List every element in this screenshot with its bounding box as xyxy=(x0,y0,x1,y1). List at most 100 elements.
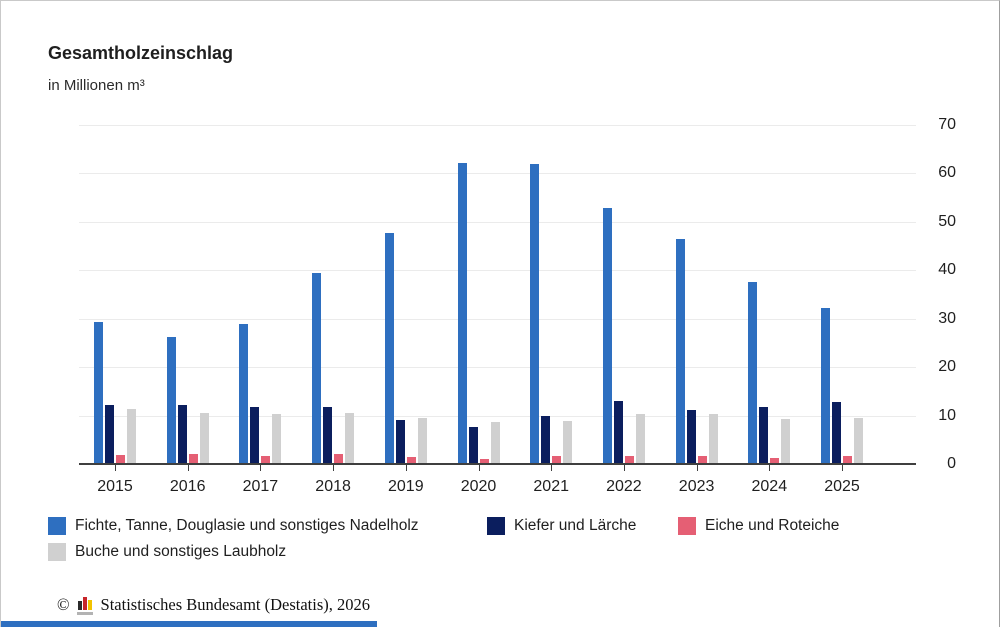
destatis-logo-icon xyxy=(76,596,94,615)
bar-2017-series0[interactable] xyxy=(239,324,249,464)
bar-2016-series3[interactable] xyxy=(199,412,209,464)
bar-2019-series2[interactable] xyxy=(406,456,416,464)
gridline xyxy=(79,270,916,272)
bar-2020-series2[interactable] xyxy=(479,458,489,464)
y-axis-tick-label: 40 xyxy=(938,261,956,279)
bar-2015-series0[interactable] xyxy=(94,322,103,464)
chart-subtitle: in Millionen m³ xyxy=(48,77,145,94)
y-axis-tick-label: 10 xyxy=(938,406,956,424)
legend-label: Buche und sonstiges Laubholz xyxy=(75,543,287,560)
bar-2021-series0[interactable] xyxy=(530,163,540,464)
gridline xyxy=(79,318,916,320)
bar-2024-series2[interactable] xyxy=(770,458,780,464)
bar-2015-series1[interactable] xyxy=(105,404,114,464)
legend-item-series2[interactable]: Eiche und Roteiche xyxy=(678,517,839,535)
bar-2025-series0[interactable] xyxy=(821,307,830,464)
bar-2016-series1[interactable] xyxy=(177,404,187,464)
x-axis-category-label: 2016 xyxy=(169,478,206,495)
x-axis-tick xyxy=(623,465,625,471)
bar-2016-series0[interactable] xyxy=(166,336,176,464)
bar-2019-series3[interactable] xyxy=(417,417,427,464)
bar-2022-series0[interactable] xyxy=(602,208,612,464)
bar-2022-series2[interactable] xyxy=(624,455,634,464)
x-axis-tick xyxy=(696,465,698,471)
y-axis-tick-label: 30 xyxy=(938,309,956,327)
bar-2020-series3[interactable] xyxy=(490,422,500,464)
y-axis-tick-label: 20 xyxy=(938,358,956,376)
y-axis-tick-label: 70 xyxy=(938,116,956,133)
x-axis-tick xyxy=(115,465,116,471)
legend-item-series0[interactable]: Fichte, Tanne, Douglasie und sonstiges N… xyxy=(48,517,419,535)
bar-2021-series2[interactable] xyxy=(552,456,562,464)
x-axis-category-label: 2023 xyxy=(678,478,715,495)
bar-2022-series1[interactable] xyxy=(613,400,623,464)
bar-2015-series2[interactable] xyxy=(116,454,125,464)
x-axis-category-label: 2021 xyxy=(533,478,569,495)
legend-swatch-icon xyxy=(48,517,66,535)
bar-2025-series3[interactable] xyxy=(854,417,863,464)
bottom-progress-strip xyxy=(1,621,377,627)
copyright-footer: © Statistisches Bundesamt (Destatis), 20… xyxy=(57,595,370,615)
x-axis-category-label: 2024 xyxy=(751,478,788,495)
legend-item-series3[interactable]: Buche und sonstiges Laubholz xyxy=(48,543,286,561)
legend-label: Fichte, Tanne, Douglasie und sonstiges N… xyxy=(75,517,419,534)
x-axis-category-label: 2018 xyxy=(315,478,351,495)
bar-2018-series3[interactable] xyxy=(345,412,355,464)
gridline xyxy=(79,415,916,417)
bar-2023-series0[interactable] xyxy=(675,239,685,464)
bar-2023-series2[interactable] xyxy=(697,455,707,464)
y-axis-tick-label: 0 xyxy=(947,455,956,472)
bar-2021-series1[interactable] xyxy=(541,415,551,464)
bar-2017-series3[interactable] xyxy=(272,414,282,464)
bar-2019-series1[interactable] xyxy=(395,419,405,464)
bar-2023-series1[interactable] xyxy=(686,409,696,464)
bar-2017-series2[interactable] xyxy=(261,455,271,464)
x-axis-line xyxy=(79,463,916,465)
x-axis-tick xyxy=(769,465,771,471)
x-axis-tick xyxy=(187,465,189,471)
x-axis-tick xyxy=(333,465,335,471)
legend-swatch-icon xyxy=(487,517,505,535)
bar-2024-series0[interactable] xyxy=(748,281,758,464)
x-axis-category-label: 2020 xyxy=(460,478,497,495)
chart-title: Gesamtholzeinschlag xyxy=(48,43,234,63)
bar-2025-series2[interactable] xyxy=(843,456,852,464)
x-axis-category-label: 2022 xyxy=(606,478,642,495)
bar-2024-series1[interactable] xyxy=(759,407,769,464)
x-axis-category-label: 2019 xyxy=(388,478,424,495)
x-axis-tick xyxy=(842,465,843,471)
x-axis-tick xyxy=(260,465,262,471)
bar-2018-series0[interactable] xyxy=(312,273,322,464)
bar-2024-series3[interactable] xyxy=(781,418,791,464)
bar-2017-series1[interactable] xyxy=(250,406,260,464)
x-axis-category-label: 2025 xyxy=(824,478,860,495)
copyright-text: Statistisches Bundesamt (Destatis), 2026 xyxy=(100,595,371,614)
legend-swatch-icon xyxy=(678,517,696,535)
bar-2020-series0[interactable] xyxy=(457,162,467,464)
x-axis-category-label: 2017 xyxy=(242,478,279,495)
bar-2022-series3[interactable] xyxy=(635,413,645,464)
x-axis-tick xyxy=(478,465,480,471)
gridline xyxy=(79,125,916,126)
bar-2023-series3[interactable] xyxy=(708,413,718,464)
bar-2015-series3[interactable] xyxy=(127,409,136,464)
legend-item-series1[interactable]: Kiefer und Lärche xyxy=(487,517,636,535)
gridline xyxy=(79,221,916,223)
y-axis-tick-label: 60 xyxy=(938,164,956,182)
bar-2021-series3[interactable] xyxy=(563,421,573,464)
bar-2019-series0[interactable] xyxy=(384,232,394,464)
x-axis-tick xyxy=(551,465,553,471)
copyright-symbol: © xyxy=(57,595,70,614)
bar-2020-series1[interactable] xyxy=(468,426,478,464)
bar-2025-series1[interactable] xyxy=(832,402,841,464)
bar-2016-series2[interactable] xyxy=(188,454,198,464)
bar-2018-series1[interactable] xyxy=(323,406,333,464)
legend-swatch-icon xyxy=(48,543,66,561)
gridline xyxy=(79,173,916,175)
y-axis-tick-label: 50 xyxy=(938,212,956,230)
legend-label: Kiefer und Lärche xyxy=(514,517,637,534)
bar-2018-series2[interactable] xyxy=(334,453,344,464)
x-axis-category-label: 2015 xyxy=(97,478,133,495)
legend-label: Eiche und Roteiche xyxy=(705,517,840,534)
